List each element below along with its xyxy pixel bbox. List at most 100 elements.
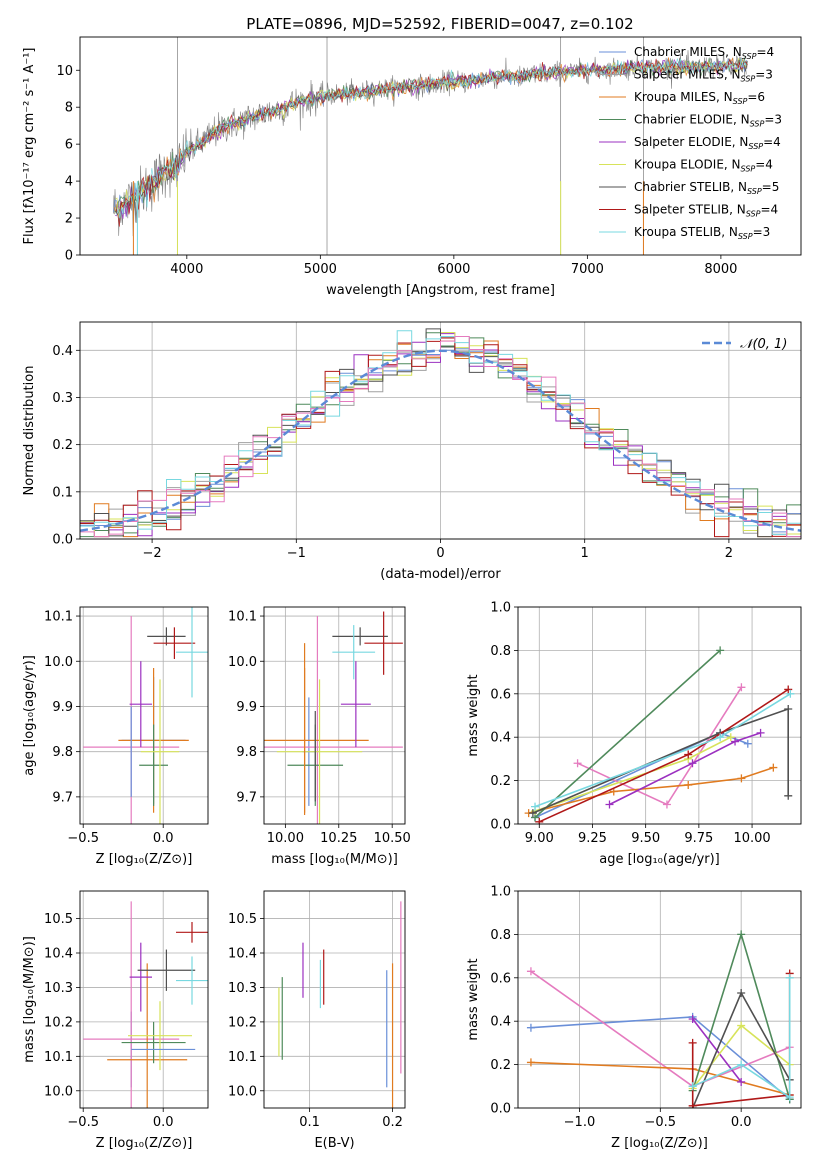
spectrum-legend: Chabrier MILES, NSSP=4 Salpeter MILES, NS… — [599, 45, 782, 241]
x-tick-label: 1 — [581, 546, 589, 561]
mass-weight-marker — [528, 809, 537, 818]
figure-title: PLATE=0896, MJD=52592, FIBERID=0047, z=0… — [246, 15, 633, 33]
residual-histogram — [80, 336, 801, 538]
y-tick-label: 0.4 — [490, 1015, 511, 1030]
y-tick-label: 10.1 — [44, 610, 73, 625]
x-axis-label: Z [log₁₀(Z/Z⊙)] — [96, 1136, 193, 1151]
y-tick-label: 10.0 — [44, 1084, 73, 1099]
x-tick-label: 9.00 — [525, 831, 554, 846]
x-tick-label: −0.5 — [645, 1115, 677, 1130]
x-axis-label: Z [log₁₀(Z/Z⊙)] — [96, 852, 193, 867]
mass-weight-marker — [737, 774, 746, 783]
y-tick-label: 0.2 — [490, 1058, 511, 1073]
residual-histogram — [80, 337, 801, 538]
legend-entry: Kroupa STELIB, NSSP=3 — [634, 225, 770, 241]
spectrum-model-line — [115, 58, 748, 227]
x-tick-label: 0 — [436, 546, 444, 561]
y-tick-label: 9.8 — [236, 745, 257, 760]
x-tick-label: −1 — [287, 546, 306, 561]
mass-weight-marker — [785, 973, 794, 982]
y-tick-label: 0.4 — [52, 344, 73, 359]
age-vs-Z-plot-area — [83, 607, 208, 824]
mass-vs-Z-frame — [79, 890, 209, 1109]
mass-weight-marker — [731, 737, 740, 746]
y-tick-label: 10.0 — [228, 1084, 257, 1099]
residual-histogram — [80, 330, 801, 535]
y-tick-label: 10.1 — [44, 1050, 73, 1065]
mass-weight-marker — [662, 800, 671, 809]
mass-weight-marker — [785, 1093, 794, 1102]
x-tick-label: 9.50 — [631, 831, 660, 846]
mass-weight-marker — [684, 780, 693, 789]
legend-entry: Kroupa ELODIE, NSSP=4 — [634, 158, 773, 174]
spectrum-plot-area — [113, 37, 748, 255]
mass-weight-vs-Z-plot-area — [526, 930, 794, 1108]
y-tick-label: 0.0 — [52, 533, 73, 548]
x-tick-label: 10.25 — [320, 831, 357, 846]
y-tick-label: 0.2 — [490, 774, 511, 789]
y-tick-label: 10.3 — [228, 981, 257, 996]
mass-weight-marker — [526, 1058, 535, 1067]
y-tick-label: 10.0 — [44, 655, 73, 670]
legend-entry: Chabrier STELIB, NSSP=5 — [634, 180, 779, 196]
mass-weight-marker — [784, 791, 793, 800]
x-tick-label: −2 — [143, 546, 162, 561]
legend-entry: Salpeter MILES, NSSP=3 — [634, 68, 773, 84]
y-tick-label: 0.6 — [490, 687, 511, 702]
mass-weight-marker — [737, 930, 746, 939]
y-tick-label: 0.8 — [490, 928, 511, 943]
mass-weight-marker — [688, 1038, 697, 1047]
legend-entry: Salpeter ELODIE, NSSP=4 — [634, 135, 781, 151]
mass-weight-marker — [535, 817, 544, 824]
mass-weight-vs-age-panel: 9.00 9.25 9.50 9.75 10.00 0.0 0.2 0.4 0.6 0.8 1.0 a… — [466, 601, 802, 867]
y-tick-label: 0.0 — [490, 1102, 511, 1117]
mass-weight-marker — [737, 1021, 746, 1030]
legend-entry: Chabrier ELODIE, NSSP=3 — [634, 113, 782, 129]
age-vs-mass-plot-area — [264, 611, 403, 824]
mass-weight-marker — [688, 759, 697, 768]
spectrum-frame — [79, 36, 802, 256]
x-tick-label: 9.25 — [578, 831, 607, 846]
x-tick-label: 4000 — [170, 262, 203, 277]
y-tick-label: 0.4 — [490, 731, 511, 746]
residuals-frame — [79, 321, 802, 540]
mass-weight-marker — [784, 685, 793, 694]
mass-vs-ebv-panel: 0.1 0.2 10.0 10.1 10.2 10.3 10.4 10.5 E(B-V) — [228, 890, 406, 1151]
x-tick-label: 9.75 — [684, 831, 713, 846]
x-tick-label: −1.0 — [564, 1115, 596, 1130]
y-tick-label: 0 — [65, 249, 73, 264]
x-axis-label: (data-model)/error — [380, 567, 501, 582]
x-axis-label: Z [log₁₀(Z/Z⊙)] — [611, 1136, 708, 1151]
spectrum-panel: 4000 5000 6000 7000 8000 0 2 4 6 8 10 wavelength [A… — [22, 36, 802, 298]
x-tick-label: 10.00 — [267, 831, 304, 846]
normal-pdf-line — [80, 349, 801, 532]
x-axis-label: wavelength [Angstrom, rest frame] — [326, 283, 555, 298]
x-tick-label: 0.2 — [382, 1115, 403, 1130]
age-vs-mass-frame — [263, 606, 406, 825]
y-axis-label: mass [log₁₀(M/M⊙)] — [22, 936, 37, 1063]
mass-vs-Z-panel: −0.5 0.0 10.0 10.1 10.2 10.3 10.4 10.5 Z [log₁₀(… — [22, 890, 209, 1151]
mass-weight-marker — [737, 683, 746, 692]
mass-weight-marker — [769, 763, 778, 772]
y-tick-label: 10.0 — [228, 655, 257, 670]
age-vs-Z-frame — [79, 606, 209, 825]
mass-weight-marker — [784, 704, 793, 713]
x-tick-label: 8000 — [704, 262, 737, 277]
mass-vs-ebv-frame — [263, 890, 406, 1109]
y-tick-label: 10.2 — [228, 1015, 257, 1030]
y-tick-label: 6 — [65, 138, 73, 153]
y-tick-label: 0.1 — [52, 485, 73, 500]
spectrum-model-line — [116, 58, 747, 219]
mass-weight-marker — [573, 759, 582, 768]
residuals-plot-area — [80, 328, 801, 538]
y-tick-label: 10.2 — [44, 1015, 73, 1030]
mass-vs-ebv-plot-area — [278, 901, 402, 1108]
mass-weight-vs-Z-frame — [517, 890, 802, 1109]
y-tick-label: 0.2 — [52, 438, 73, 453]
x-tick-label: 0.0 — [731, 1115, 752, 1130]
y-tick-label: 2 — [65, 212, 73, 227]
age-vs-Z-panel: −0.5 0.0 9.7 9.8 9.9 10.0 10.1 Z [log₁₀(Z/Z⊙)] a… — [22, 606, 209, 867]
mass-weight-marker — [531, 802, 540, 811]
